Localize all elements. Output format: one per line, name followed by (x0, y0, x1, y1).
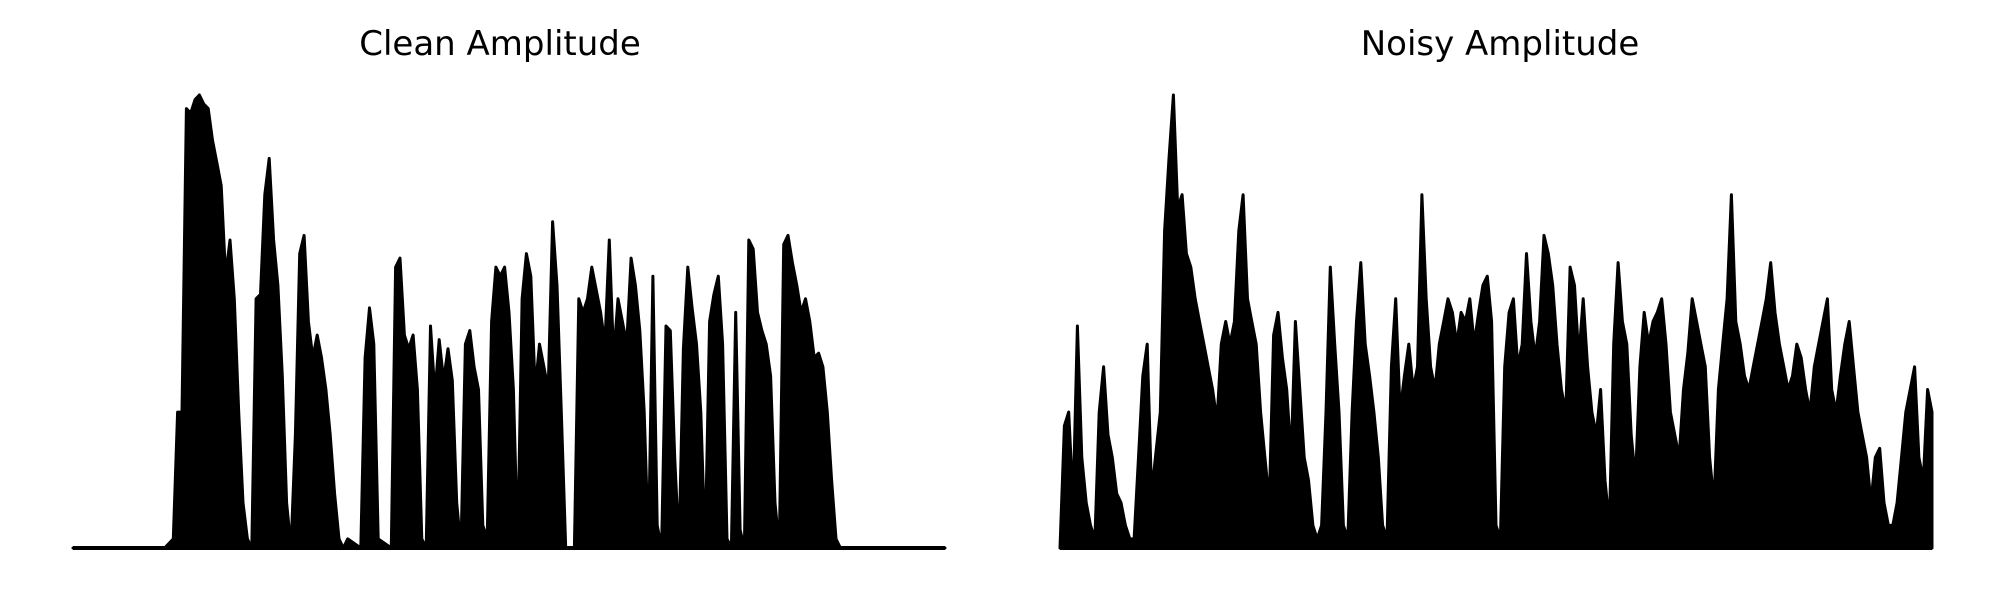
amplitude-area (1058, 93, 1934, 550)
clean-amplitude-plot (71, 93, 947, 550)
chart-title: Noisy Amplitude (1360, 24, 1640, 64)
noisy-amplitude-chart: Noisy Amplitude (1000, 0, 2000, 600)
amplitude-area (71, 93, 947, 550)
clean-amplitude-chart: Clean Amplitude (71, 24, 947, 550)
noisy-amplitude-plot (1058, 93, 1934, 550)
chart-title: Clean Amplitude (359, 24, 641, 64)
